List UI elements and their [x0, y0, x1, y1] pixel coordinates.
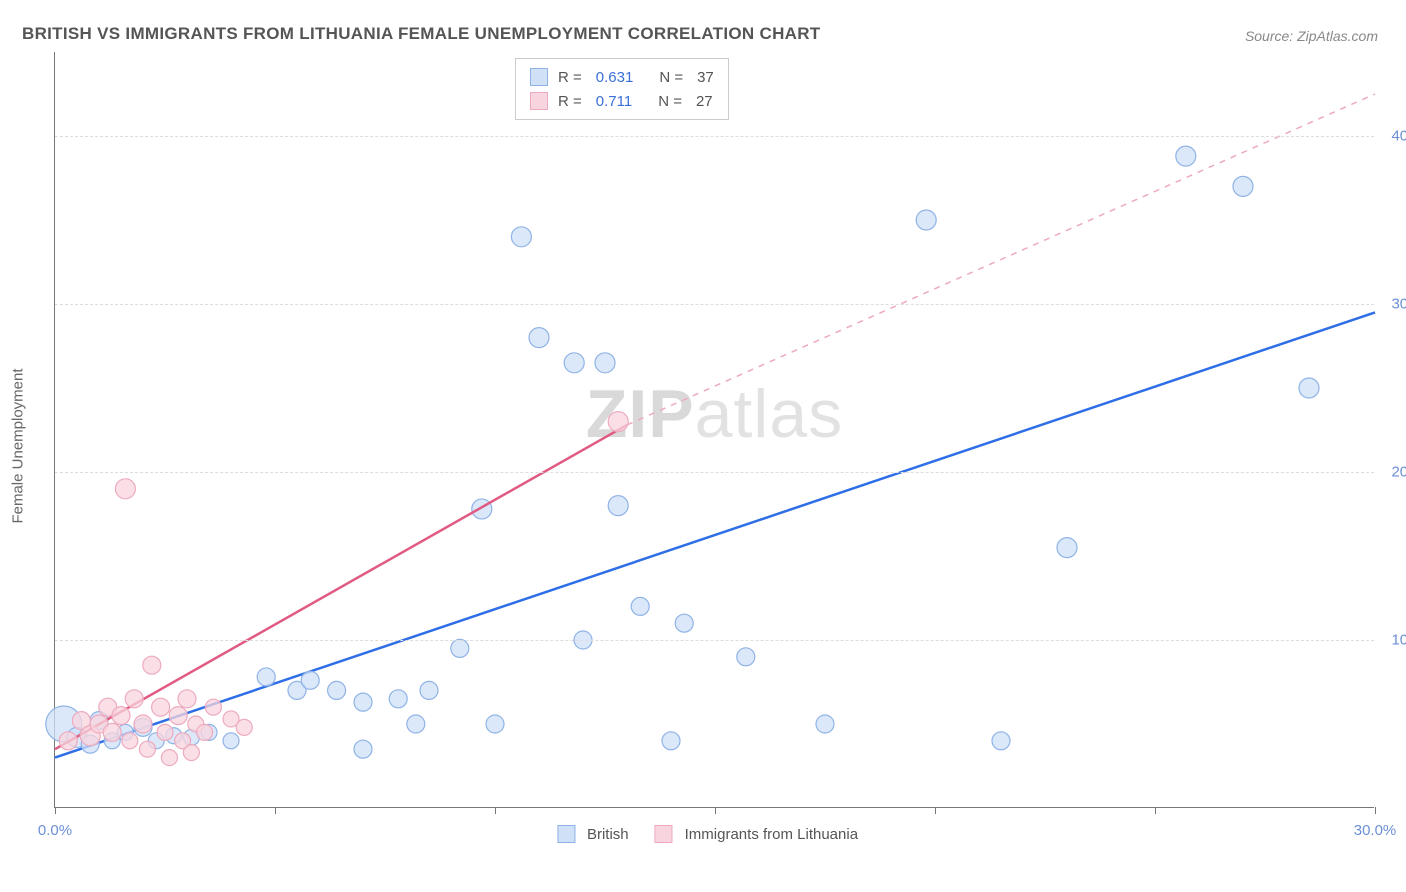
data-point-british — [420, 681, 438, 699]
bottom-legend-label-british: British — [587, 826, 629, 843]
data-point-british — [1176, 146, 1196, 166]
data-point-british — [511, 227, 531, 247]
data-point-lithuania — [112, 707, 130, 725]
data-point-british — [486, 715, 504, 733]
x-tick — [935, 807, 936, 814]
gridline — [55, 640, 1374, 641]
data-point-british — [389, 690, 407, 708]
data-point-lithuania — [115, 479, 135, 499]
gridline — [55, 136, 1374, 137]
data-point-british — [737, 648, 755, 666]
data-point-lithuania — [157, 724, 173, 740]
data-point-british — [631, 597, 649, 615]
x-tick — [55, 807, 56, 814]
series-legend: British Immigrants from Lithuania — [557, 825, 872, 843]
data-point-british — [354, 693, 372, 711]
data-point-british — [992, 732, 1010, 750]
data-point-lithuania — [143, 656, 161, 674]
data-point-british — [662, 732, 680, 750]
bottom-swatch-british — [557, 825, 575, 843]
data-point-british — [608, 496, 628, 516]
data-point-british — [529, 328, 549, 348]
data-point-british — [564, 353, 584, 373]
x-tick-label: 0.0% — [38, 822, 72, 839]
data-point-lithuania — [197, 724, 213, 740]
data-point-lithuania — [183, 745, 199, 761]
y-tick-label: 10.0% — [1391, 632, 1406, 649]
data-point-lithuania — [178, 690, 196, 708]
data-point-british — [916, 210, 936, 230]
plot-area: ZIPatlas R =0.631N =37R =0.711N =27 Brit… — [54, 52, 1374, 808]
source-prefix: Source: — [1245, 28, 1297, 44]
data-point-lithuania — [134, 715, 152, 733]
data-point-british — [223, 733, 239, 749]
x-tick — [1375, 807, 1376, 814]
data-point-lithuania — [236, 719, 252, 735]
data-point-lithuania — [205, 699, 221, 715]
gridline — [55, 304, 1374, 305]
bottom-swatch-lithuania — [655, 825, 673, 843]
data-point-lithuania — [139, 741, 155, 757]
x-tick — [715, 807, 716, 814]
source-name: ZipAtlas.com — [1297, 28, 1378, 44]
y-tick-label: 20.0% — [1391, 464, 1406, 481]
x-tick — [275, 807, 276, 814]
data-point-lithuania — [169, 707, 187, 725]
data-point-british — [451, 639, 469, 657]
gridline — [55, 472, 1374, 473]
chart-title: BRITISH VS IMMIGRANTS FROM LITHUANIA FEM… — [22, 24, 821, 44]
data-point-lithuania — [161, 750, 177, 766]
data-point-lithuania — [59, 732, 77, 750]
trend-line-dashed-lithuania — [627, 94, 1375, 425]
y-tick-label: 40.0% — [1391, 128, 1406, 145]
data-point-british — [407, 715, 425, 733]
data-point-british — [675, 614, 693, 632]
y-tick-label: 30.0% — [1391, 296, 1406, 313]
data-point-lithuania — [122, 733, 138, 749]
data-point-lithuania — [125, 690, 143, 708]
data-point-british — [1299, 378, 1319, 398]
data-point-british — [257, 668, 275, 686]
data-point-british — [595, 353, 615, 373]
data-point-british — [816, 715, 834, 733]
bottom-legend-label-lithuania: Immigrants from Lithuania — [685, 826, 858, 843]
x-tick — [1155, 807, 1156, 814]
data-point-british — [1057, 538, 1077, 558]
data-point-british — [354, 740, 372, 758]
chart-svg — [55, 52, 1375, 808]
data-point-british — [1233, 176, 1253, 196]
data-point-british — [301, 671, 319, 689]
data-point-lithuania — [103, 723, 121, 741]
x-tick-label: 30.0% — [1354, 822, 1397, 839]
source-attribution: Source: ZipAtlas.com — [1245, 28, 1378, 44]
data-point-lithuania — [152, 698, 170, 716]
data-point-lithuania — [608, 412, 628, 432]
x-tick — [495, 807, 496, 814]
trend-line-british — [55, 312, 1375, 757]
data-point-british — [328, 681, 346, 699]
y-axis-label: Female Unemployment — [10, 368, 27, 523]
